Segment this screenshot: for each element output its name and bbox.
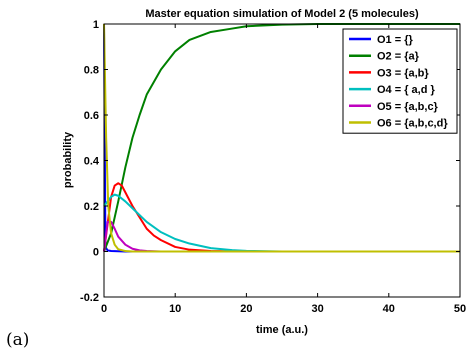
- x-tick-label: 0: [101, 303, 107, 315]
- legend-label: O2 = {a}: [377, 51, 420, 63]
- y-tick-label: 0.6: [84, 110, 99, 122]
- y-axis-label: probability: [62, 131, 74, 188]
- x-tick-label: 40: [383, 303, 395, 315]
- tick-layer: 0 10 20 30 40 50-0.200.20.40.60.81: [80, 19, 466, 315]
- x-axis-label: time (a.u.): [256, 324, 308, 336]
- legend-label: O1 = {}: [377, 34, 413, 46]
- legend-label: O3 = {a,b}: [377, 67, 429, 79]
- y-tick-label: -0.2: [80, 292, 99, 304]
- series-layer: [103, 23, 460, 253]
- panel-label: (a): [6, 330, 30, 350]
- legend-label: O6 = {a,b,c,d}: [377, 118, 448, 130]
- series-line-3: [103, 182, 460, 253]
- legend: O1 = {} O2 = {a} O3 = {a,b} O4 = { a,d } O5 …: [342, 28, 458, 134]
- y-tick-label: 0.8: [84, 65, 99, 77]
- x-tick-label: 10: [169, 303, 181, 315]
- x-tick-label: 20: [240, 303, 252, 315]
- legend-box: [342, 28, 458, 134]
- y-tick-label: 1: [93, 19, 99, 31]
- y-tick-label: 0.4: [84, 156, 100, 168]
- series-line-6: [103, 23, 460, 253]
- y-tick-label: 0.2: [84, 201, 99, 213]
- x-tick-label: 30: [311, 303, 323, 315]
- series-line-4: [103, 193, 460, 253]
- legend-label: O4 = { a,d }: [377, 84, 435, 96]
- x-tick-label: 50: [454, 303, 466, 315]
- y-tick-label: 0: [93, 247, 99, 259]
- chart-title: Master equation simulation of Model 2 (5…: [145, 8, 419, 20]
- legend-label: O5 = {a,b,c}: [377, 101, 439, 113]
